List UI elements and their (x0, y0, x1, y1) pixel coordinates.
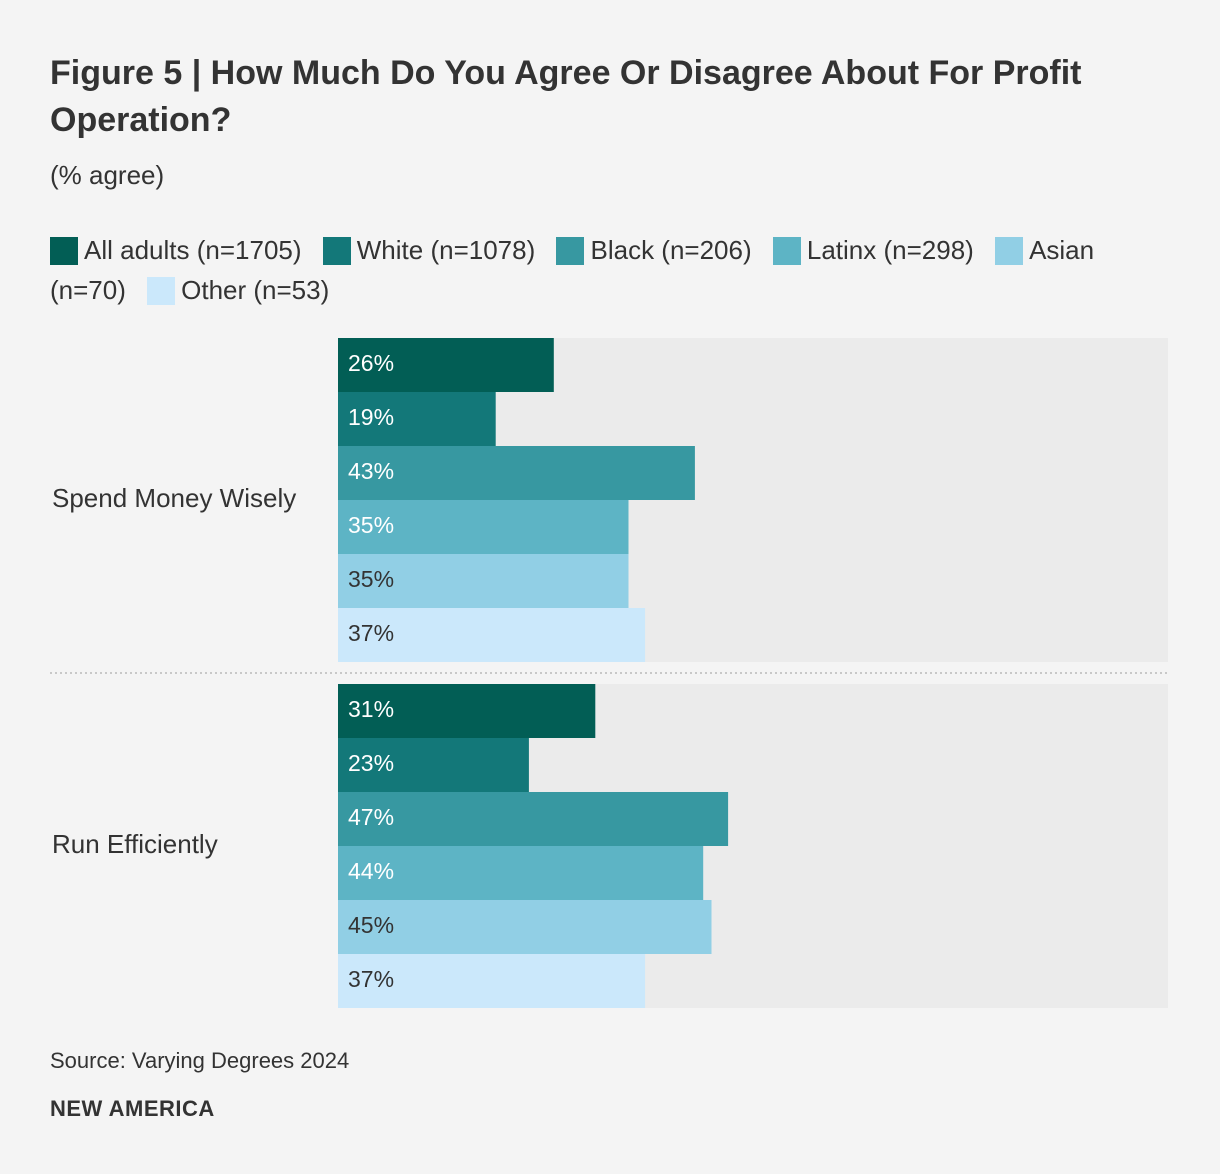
chart-title: Figure 5 | How Much Do You Agree Or Disa… (50, 54, 1082, 139)
data-label: 47% (348, 804, 394, 830)
bar (338, 792, 729, 846)
legend-label: Black (n=206) (590, 235, 752, 265)
bar (338, 954, 646, 1008)
legend-label: White (n=1078) (356, 235, 536, 265)
bar (338, 392, 496, 446)
legend-swatch (995, 237, 1024, 265)
legend-swatch (322, 237, 351, 265)
data-label: 23% (348, 750, 394, 776)
chart-subtitle: (% agree) (50, 160, 165, 190)
bar (338, 846, 704, 900)
data-label: 26% (348, 350, 394, 376)
legend: All adults (n=1705) White (n=1078) Black… (50, 230, 1170, 310)
bar (338, 608, 646, 662)
data-label: 37% (348, 966, 394, 992)
legend-item-all-adults: All adults (n=1705) (50, 235, 302, 265)
legend-item-asian: Asian (n=70) (50, 235, 1094, 305)
legend-item-latinx: Latinx (n=298) (772, 235, 974, 265)
bar (338, 500, 629, 554)
category-label-run-efficiently: Run Efficiently (52, 829, 218, 859)
legend-label: Other (n=53) (181, 275, 330, 305)
legend-swatch (772, 237, 801, 265)
data-label: 37% (348, 620, 394, 646)
bar (338, 446, 695, 500)
brand-logo-text: NEW AMERICA (50, 1096, 215, 1121)
bar (338, 554, 629, 608)
data-label: 31% (348, 696, 394, 722)
bar (338, 338, 554, 392)
data-label: 35% (348, 566, 394, 592)
category-label-spend-money-wisely: Spend Money Wisely (52, 483, 296, 513)
data-label: 19% (348, 404, 394, 430)
legend-label: Latinx (n=298) (806, 235, 974, 265)
legend-item-other: Other (n=53) (147, 275, 329, 305)
bar (338, 738, 529, 792)
data-label: 45% (348, 912, 394, 938)
bar (338, 684, 596, 738)
legend-swatch (556, 237, 585, 265)
legend-swatch (147, 277, 176, 305)
source-note: Source: Varying Degrees 2024 (50, 1048, 350, 1073)
legend-label: All adults (n=1705) (84, 235, 302, 265)
bar (338, 900, 712, 954)
legend-label: Asian (n=70) (50, 235, 1095, 305)
data-label: 35% (348, 512, 394, 538)
legend-swatch (50, 237, 78, 265)
legend-item-black: Black (n=206) (556, 235, 752, 265)
data-label: 44% (348, 858, 394, 884)
legend-item-white: White (n=1078) (322, 235, 536, 265)
data-label: 43% (348, 458, 394, 484)
